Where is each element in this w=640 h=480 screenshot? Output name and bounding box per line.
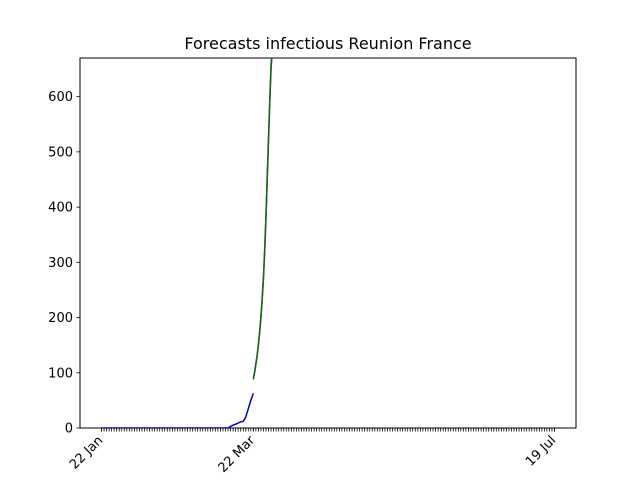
- y-tick-label: 500: [48, 145, 73, 160]
- chart-title: Forecasts infectious Reunion France: [184, 34, 471, 53]
- x-axis: 22 Jan 22 Mar 19 Jul: [67, 428, 559, 476]
- series-line-3: [252, 58, 273, 379]
- x-tick-label: 22 Mar: [216, 433, 259, 476]
- y-axis: 0 100 200 300 400 500 600: [48, 90, 80, 437]
- y-tick-label: 200: [48, 311, 73, 326]
- x-tick-label: 19 Jul: [523, 433, 559, 469]
- x-tick-label: 22 Jan: [67, 433, 106, 472]
- y-tick-label: 100: [48, 366, 73, 381]
- y-tick-label: 400: [48, 201, 73, 216]
- y-tick-label: 300: [48, 256, 73, 271]
- y-tick-label: 600: [48, 90, 73, 105]
- series-line-1: [101, 392, 255, 428]
- y-tick-label: 0: [65, 422, 73, 437]
- series-layer: [101, 58, 273, 428]
- plot-area-frame: [79, 57, 577, 429]
